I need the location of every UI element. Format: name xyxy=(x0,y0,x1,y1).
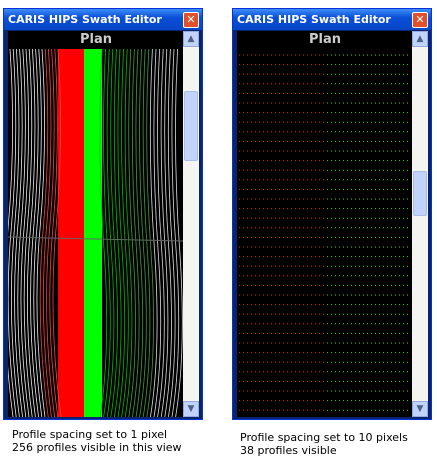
title-bar: CARIS HIPS Swath Editor xyxy=(4,9,202,30)
contour xyxy=(131,49,140,417)
contour xyxy=(164,49,172,417)
contour xyxy=(142,49,151,417)
contour xyxy=(149,49,158,417)
window-title: CARIS HIPS Swath Editor xyxy=(237,13,391,26)
contour xyxy=(128,49,136,417)
caption-line: 38 profiles visible xyxy=(240,444,337,457)
green-band xyxy=(84,49,102,417)
scrollbar: ▲ ▼ xyxy=(183,31,199,417)
contour xyxy=(146,49,154,417)
scrollbar: ▲ ▼ xyxy=(412,31,428,417)
window: CARIS HIPS Swath Editor ✕ Plan ▲ ▼ xyxy=(232,8,432,420)
contour xyxy=(135,49,144,417)
caption-line: Profile spacing set to 10 pixels xyxy=(240,431,408,444)
scroll-down[interactable]: ▼ xyxy=(412,401,428,417)
contour xyxy=(157,49,165,417)
contour xyxy=(8,49,17,417)
scroll-up[interactable]: ▲ xyxy=(412,31,428,47)
contour xyxy=(121,49,129,417)
contour xyxy=(52,49,62,417)
profile-line xyxy=(8,236,184,242)
contour xyxy=(117,49,126,417)
pane-title: Plan xyxy=(237,31,413,49)
pane-title: Plan xyxy=(8,31,184,49)
scroll-thumb[interactable] xyxy=(184,91,198,161)
contour xyxy=(103,49,111,417)
contour xyxy=(153,49,162,417)
contour xyxy=(167,49,176,417)
contour xyxy=(113,49,122,417)
contour xyxy=(17,49,27,417)
caption-line: Profile spacing set to 1 pixel xyxy=(12,428,168,441)
window: CARIS HIPS Swath Editor ✕ Plan ▲ ▼ xyxy=(3,8,203,420)
contour xyxy=(124,49,133,417)
window-title: CARIS HIPS Swath Editor xyxy=(8,13,162,26)
contour xyxy=(42,49,52,417)
contour xyxy=(110,49,118,417)
contour xyxy=(10,49,20,417)
close-button[interactable]: ✕ xyxy=(412,12,428,28)
contour xyxy=(175,49,183,417)
contour xyxy=(36,49,46,417)
plan-view xyxy=(237,49,413,417)
contour xyxy=(26,49,36,417)
red-band xyxy=(58,49,84,417)
caption: Profile spacing set to 10 pixels 38 prof… xyxy=(240,431,408,457)
contour xyxy=(33,49,43,417)
contour xyxy=(99,49,108,417)
close-button[interactable]: ✕ xyxy=(183,12,199,28)
contour xyxy=(39,49,49,417)
contour xyxy=(46,49,55,417)
contour xyxy=(23,49,33,417)
caption-line: 256 profiles visible in this view xyxy=(12,441,182,454)
scroll-down[interactable]: ▼ xyxy=(183,401,199,417)
contour xyxy=(160,49,169,417)
contour xyxy=(8,49,14,417)
contour xyxy=(49,49,59,417)
caption: Profile spacing set to 1 pixel 256 profi… xyxy=(12,428,182,454)
title-bar: CARIS HIPS Swath Editor xyxy=(233,9,431,30)
contour xyxy=(106,49,115,417)
plan-view xyxy=(8,49,184,417)
contour xyxy=(139,49,147,417)
scroll-thumb[interactable] xyxy=(413,171,427,216)
contour xyxy=(171,49,180,417)
scroll-up[interactable]: ▲ xyxy=(183,31,199,47)
contour xyxy=(20,49,30,417)
background xyxy=(237,49,413,417)
contour xyxy=(30,49,39,417)
contour xyxy=(14,49,23,417)
